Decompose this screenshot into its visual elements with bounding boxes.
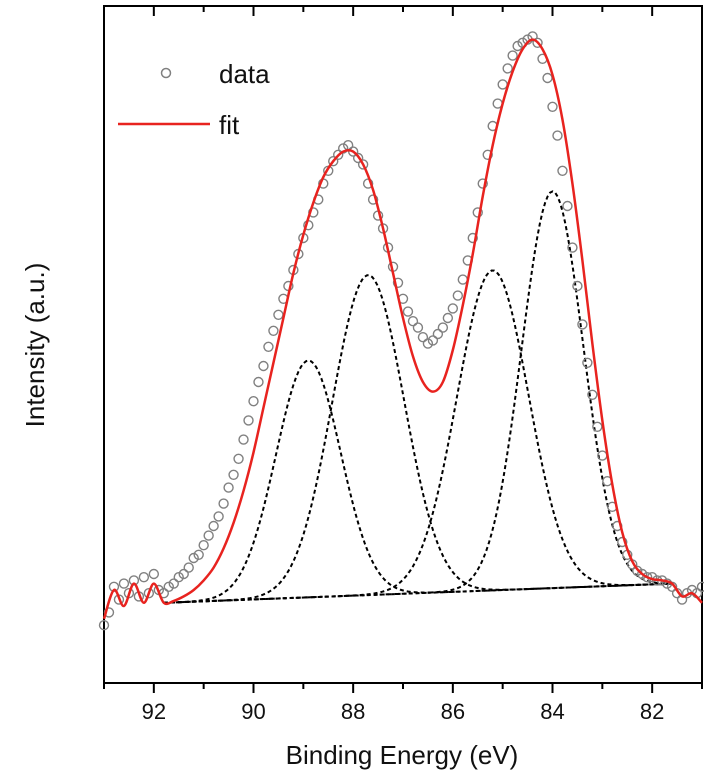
data-point [472, 207, 483, 218]
data-point [407, 316, 419, 327]
data-point [328, 155, 339, 167]
data-point [213, 511, 224, 522]
data-point [178, 568, 189, 580]
x-tick-label: 84 [540, 699, 564, 724]
data-point [193, 549, 204, 560]
component-peak-1 [163, 359, 673, 604]
component-peak-2 [163, 274, 673, 604]
x-tick-label: 82 [640, 699, 664, 724]
data-point [562, 200, 573, 212]
data-point [467, 232, 478, 244]
data-point [412, 322, 424, 333]
data-point [143, 588, 155, 599]
data-point [696, 581, 704, 592]
data-point [233, 453, 244, 464]
data-point [208, 520, 219, 532]
data-point [103, 607, 115, 618]
x-tick-label: 88 [341, 699, 365, 724]
legend: data fit [118, 59, 270, 140]
data-points [98, 31, 704, 631]
x-axis-title: Binding Energy (eV) [286, 740, 519, 770]
data-point [592, 421, 603, 432]
data-point [432, 328, 444, 340]
data-point [477, 178, 488, 189]
x-tick-label: 90 [241, 699, 265, 724]
data-point [198, 540, 209, 551]
data-point [138, 572, 150, 583]
plot-frame [103, 5, 703, 684]
data-point [148, 568, 160, 580]
legend-fit-label: fit [219, 110, 240, 140]
data-point [552, 130, 563, 141]
data-point [557, 165, 568, 177]
data-point [248, 396, 259, 407]
data-point [641, 572, 653, 583]
data-point [577, 319, 588, 330]
data-point [447, 303, 459, 314]
data-point [258, 360, 269, 372]
data-point [228, 469, 239, 480]
fit-line [102, 38, 703, 620]
data-point [243, 415, 254, 426]
data-point [547, 101, 558, 113]
data-point [98, 620, 110, 631]
data-point [118, 578, 130, 589]
data-point [273, 309, 284, 320]
x-axis-ticks [103, 6, 703, 693]
data-point [452, 290, 464, 301]
data-point [183, 562, 194, 573]
data-point [507, 50, 518, 61]
data-point [263, 341, 274, 352]
data-point [352, 152, 364, 164]
baseline-layer [163, 582, 673, 604]
data-point [367, 194, 379, 205]
x-axis-tick-labels: 92 90 88 86 84 82 [142, 699, 665, 724]
data-point [497, 79, 508, 90]
data-point [527, 31, 538, 42]
y-axis-title: Intensity (a.u.) [20, 263, 50, 428]
data-point [587, 389, 598, 400]
data-point [567, 242, 578, 253]
data-point [347, 146, 359, 157]
fit-layer [102, 38, 703, 620]
data-point [402, 306, 414, 317]
data-point [333, 149, 344, 161]
data-point [502, 63, 513, 74]
x-tick-label: 92 [142, 699, 166, 724]
data-point [392, 277, 404, 288]
data-point [457, 274, 468, 285]
legend-data-label: data [219, 59, 270, 89]
data-point [437, 322, 449, 333]
data-point [417, 332, 429, 343]
data-point [223, 482, 234, 493]
legend-data-marker [160, 67, 172, 79]
data-point [617, 536, 628, 548]
data-point [357, 159, 369, 170]
data-point [253, 376, 264, 388]
data-point [168, 578, 179, 589]
x-tick-label: 86 [441, 699, 465, 724]
baseline-line [163, 582, 673, 604]
data-point [238, 434, 249, 445]
data-point [482, 149, 493, 161]
data-point [427, 335, 439, 346]
data-point [203, 530, 214, 541]
data-point [268, 325, 279, 336]
data-point [218, 498, 229, 509]
data-point [532, 37, 543, 48]
data-point [582, 357, 593, 368]
data-point [542, 72, 553, 84]
data-point [442, 312, 454, 324]
data-point [572, 280, 583, 292]
